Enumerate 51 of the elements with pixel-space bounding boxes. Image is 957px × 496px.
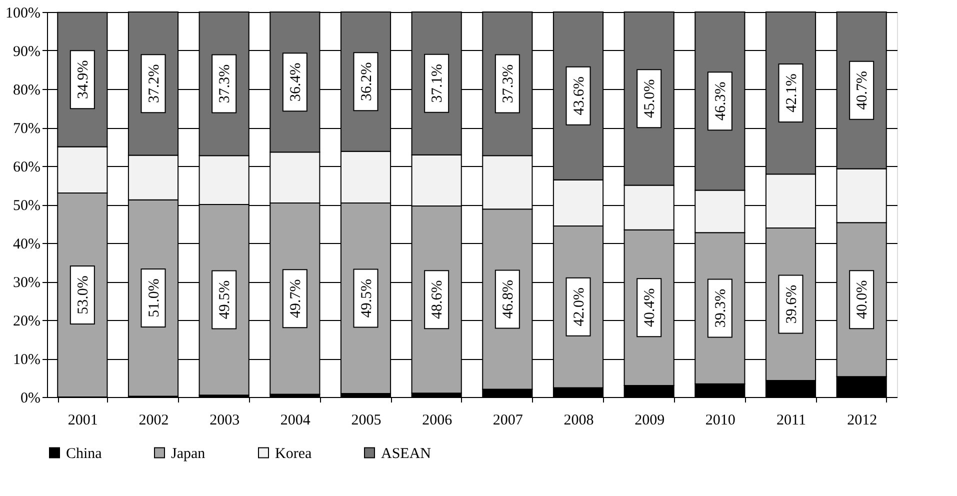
y-tick-label: 60% xyxy=(13,160,40,176)
x-tick-label: 2002 xyxy=(138,412,169,428)
data-label: 39.3% xyxy=(712,288,729,328)
data-label: 40.7% xyxy=(854,70,871,110)
data-label: 46.8% xyxy=(500,280,516,319)
data-label: 48.6% xyxy=(430,280,446,319)
y-tick-label: 100% xyxy=(6,6,40,22)
data-label: 45.0% xyxy=(642,79,658,118)
data-label: 49.7% xyxy=(288,279,304,318)
data-label: 42.1% xyxy=(784,74,800,112)
legend-label: Korea xyxy=(275,446,312,462)
x-tick-label: 2001 xyxy=(68,412,98,428)
x-tick-label: 2003 xyxy=(210,412,240,428)
y-tick-label: 70% xyxy=(13,121,40,137)
data-label: 37.3% xyxy=(500,64,516,104)
x-tick-label: 2005 xyxy=(351,412,382,428)
x-tick-label: 2009 xyxy=(634,412,665,428)
data-label: 43.6% xyxy=(571,76,588,116)
data-label: 53.0% xyxy=(75,276,92,314)
data-label: 51.0% xyxy=(146,278,162,318)
data-label: 36.4% xyxy=(288,62,304,102)
data-label: 37.1% xyxy=(430,64,446,103)
x-tick-label: 2010 xyxy=(705,412,736,428)
x-tick-label: 2004 xyxy=(280,412,311,428)
y-tick-label: 50% xyxy=(13,198,40,214)
data-label: 37.3% xyxy=(217,64,234,104)
data-label: 34.9% xyxy=(75,60,92,99)
data-label: 37.2% xyxy=(146,64,162,103)
legend-label: ASEAN xyxy=(381,446,432,462)
x-tick-label: 2011 xyxy=(776,412,806,428)
y-tick-label: 0% xyxy=(20,390,40,406)
legend-label: China xyxy=(66,446,102,462)
y-tick-label: 40% xyxy=(13,236,40,252)
x-tick-label: 2007 xyxy=(492,412,524,428)
data-label: 39.6% xyxy=(784,284,800,324)
x-tick-label: 2012 xyxy=(847,412,878,428)
data-label: 49.5% xyxy=(358,278,375,318)
legend-label: Japan xyxy=(171,446,206,462)
y-tick-label: 90% xyxy=(13,44,40,60)
x-tick-label: 2006 xyxy=(422,412,453,428)
x-tick-label: 2008 xyxy=(564,412,594,428)
data-label: 40.0% xyxy=(854,280,871,319)
y-tick-label: 20% xyxy=(13,314,40,330)
y-tick-label: 10% xyxy=(13,352,40,368)
data-label: 46.3% xyxy=(712,82,729,121)
data-label: 36.2% xyxy=(358,62,375,102)
data-label: 40.4% xyxy=(642,288,658,328)
data-label: 42.0% xyxy=(571,288,588,326)
y-tick-label: 30% xyxy=(13,275,40,291)
data-label: 49.5% xyxy=(217,280,234,320)
y-tick-label: 80% xyxy=(13,82,40,98)
